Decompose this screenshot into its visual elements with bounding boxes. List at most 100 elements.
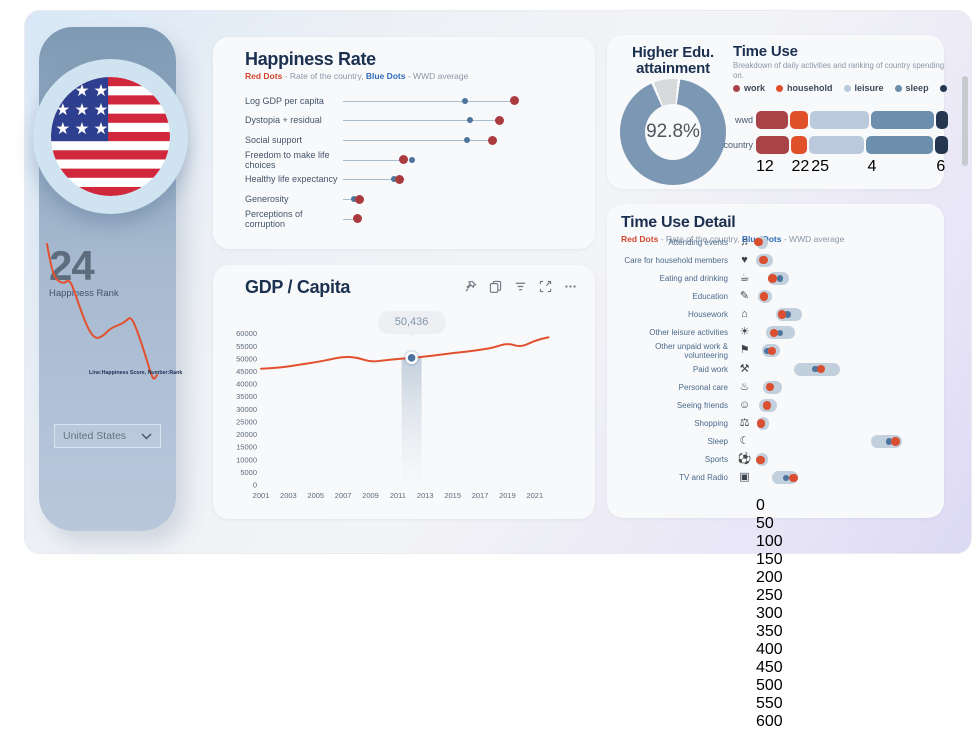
wwd-dot (776, 275, 784, 282)
country-dot (353, 214, 363, 224)
more-options-icon[interactable] (561, 277, 579, 295)
happiness-rate-panel: Happiness Rate Red Dots - Rate of the co… (213, 37, 595, 249)
gdp-per-capita-panel: GDP / Capita 60000 55000 50000 45000 40000 35… (213, 265, 595, 519)
legend-dot (894, 84, 902, 92)
wwd-dot (764, 347, 771, 355)
axis-tick-label: 550 (756, 695, 783, 712)
country-dot (762, 401, 772, 410)
detail-row-label: Education (692, 291, 728, 301)
bar-segment-sleep (865, 136, 933, 154)
wwd-dot (784, 311, 791, 318)
svg-text:0: 0 (253, 481, 257, 490)
pin-icon[interactable] (461, 277, 479, 295)
legend-item-work: work (733, 83, 765, 93)
scrollbar[interactable] (962, 76, 968, 166)
axis-tick-label: 200 (756, 569, 783, 586)
detail-row-chart (756, 396, 934, 414)
bar-segment-leisure (809, 136, 864, 154)
svg-text:20000: 20000 (236, 430, 257, 439)
happiness-rank-label: Happiness Rank (49, 288, 119, 299)
legend-item-household: household (776, 83, 833, 93)
svg-text:45000: 45000 (236, 367, 257, 376)
legend-item-other (939, 84, 947, 92)
bar-segment-household (789, 111, 809, 129)
gdp-tooltip: 50,436 (378, 311, 445, 332)
wwd-dot (776, 329, 784, 337)
range-line (343, 218, 358, 220)
happiness-row: Social support (245, 130, 577, 150)
time-use-ranks: 12 22 25 4 6 (756, 158, 945, 176)
legend-item-sleep: sleep (894, 83, 929, 93)
country-dropdown-value: United States (63, 430, 127, 442)
education-icon: ✎ (739, 289, 750, 302)
bar-segment-household (791, 136, 808, 154)
detail-row-chart (756, 342, 934, 360)
country-dot (891, 437, 900, 446)
bar-segment-other (936, 111, 948, 129)
detail-row-label: TV and Radio (679, 473, 728, 483)
eating-drinking-icon: ☕ (739, 271, 750, 284)
detail-row-label: Sports (704, 455, 728, 465)
svg-text:30000: 30000 (236, 405, 257, 414)
country-dot (756, 419, 766, 428)
wwd-dot (350, 196, 357, 203)
filter-icon[interactable] (511, 277, 529, 295)
wwd-dot (467, 117, 474, 124)
country-dot (816, 364, 826, 374)
happiness-row-label: Generosity (245, 194, 289, 205)
focus-mode-icon[interactable] (536, 277, 554, 295)
bar-segment-leisure (810, 111, 869, 129)
happiness-row: Healthy life expectancy (245, 170, 577, 190)
detail-row-chart (754, 233, 934, 251)
rank-value: 4 (867, 158, 877, 175)
detail-row-chart (756, 251, 934, 269)
detail-row-label: Eating and drinking (659, 273, 729, 283)
rank-value: 25 (811, 158, 830, 175)
svg-text:★: ★ (55, 81, 70, 100)
wwd-dot (812, 365, 819, 373)
detail-row-chart (756, 287, 934, 305)
country-dot (756, 455, 765, 464)
chevron-down-icon (141, 433, 152, 439)
happiness-row-label: Social support (245, 135, 303, 146)
time-use-detail-row: Education ✎ (621, 287, 934, 305)
svg-text:2013: 2013 (417, 491, 434, 500)
axis-tick-label: 600 (756, 713, 783, 730)
copy-icon[interactable] (486, 277, 504, 295)
legend-dot (843, 84, 851, 92)
happiness-row-chart (343, 150, 577, 170)
country-dropdown[interactable]: United States (54, 424, 161, 448)
care-household-icon: ♥ (741, 253, 748, 266)
wwd-dot (463, 137, 470, 144)
svg-text:5000: 5000 (240, 468, 257, 477)
country-dot (759, 292, 769, 301)
detail-row-chart (756, 469, 934, 487)
happiness-row-chart (343, 111, 577, 131)
time-use-title: Time Use (733, 43, 798, 60)
detail-row-chart (756, 306, 934, 324)
happiness-row-chart (343, 189, 577, 209)
rank-value: 22 (791, 158, 810, 175)
svg-text:2015: 2015 (444, 491, 461, 500)
country-dot (765, 382, 775, 392)
us-flag-image: ★ ★ ★ ★ ★ ★ ★ ★ ★ (51, 77, 170, 196)
range-line (343, 100, 515, 102)
wwd-dot (390, 176, 397, 183)
personal-care-icon: ♨ (739, 380, 750, 393)
axis-tick-label: 450 (756, 659, 783, 676)
detail-row-label: Other unpaid work & volunteering (655, 341, 728, 360)
happiness-row-chart (343, 91, 577, 111)
detail-row-chart (756, 378, 934, 396)
happiness-row-label: Freedom to make life choices (245, 149, 330, 170)
legend-dot (939, 84, 947, 92)
axis-tick-label: 50 (756, 515, 774, 532)
time-use-detail-row: Other unpaid work & volunteering ⚑ (621, 342, 934, 360)
gdp-line-chart: 6000055000500004500040000350003000025000… (236, 329, 550, 500)
time-use-detail-row: Attending events ♫ (621, 233, 934, 251)
rank-value: 6 (936, 158, 946, 175)
shopping-icon: ⚖ (739, 416, 750, 429)
time-use-detail-rows: Attending events ♫ Care for household memb… (621, 233, 934, 487)
svg-text:★: ★ (55, 119, 70, 138)
legend-label: leisure (854, 83, 884, 93)
dashboard-canvas: ★ ★ ★ ★ ★ ★ ★ ★ ★ 24 Happiness Rank Line:Happi… (24, 10, 972, 730)
